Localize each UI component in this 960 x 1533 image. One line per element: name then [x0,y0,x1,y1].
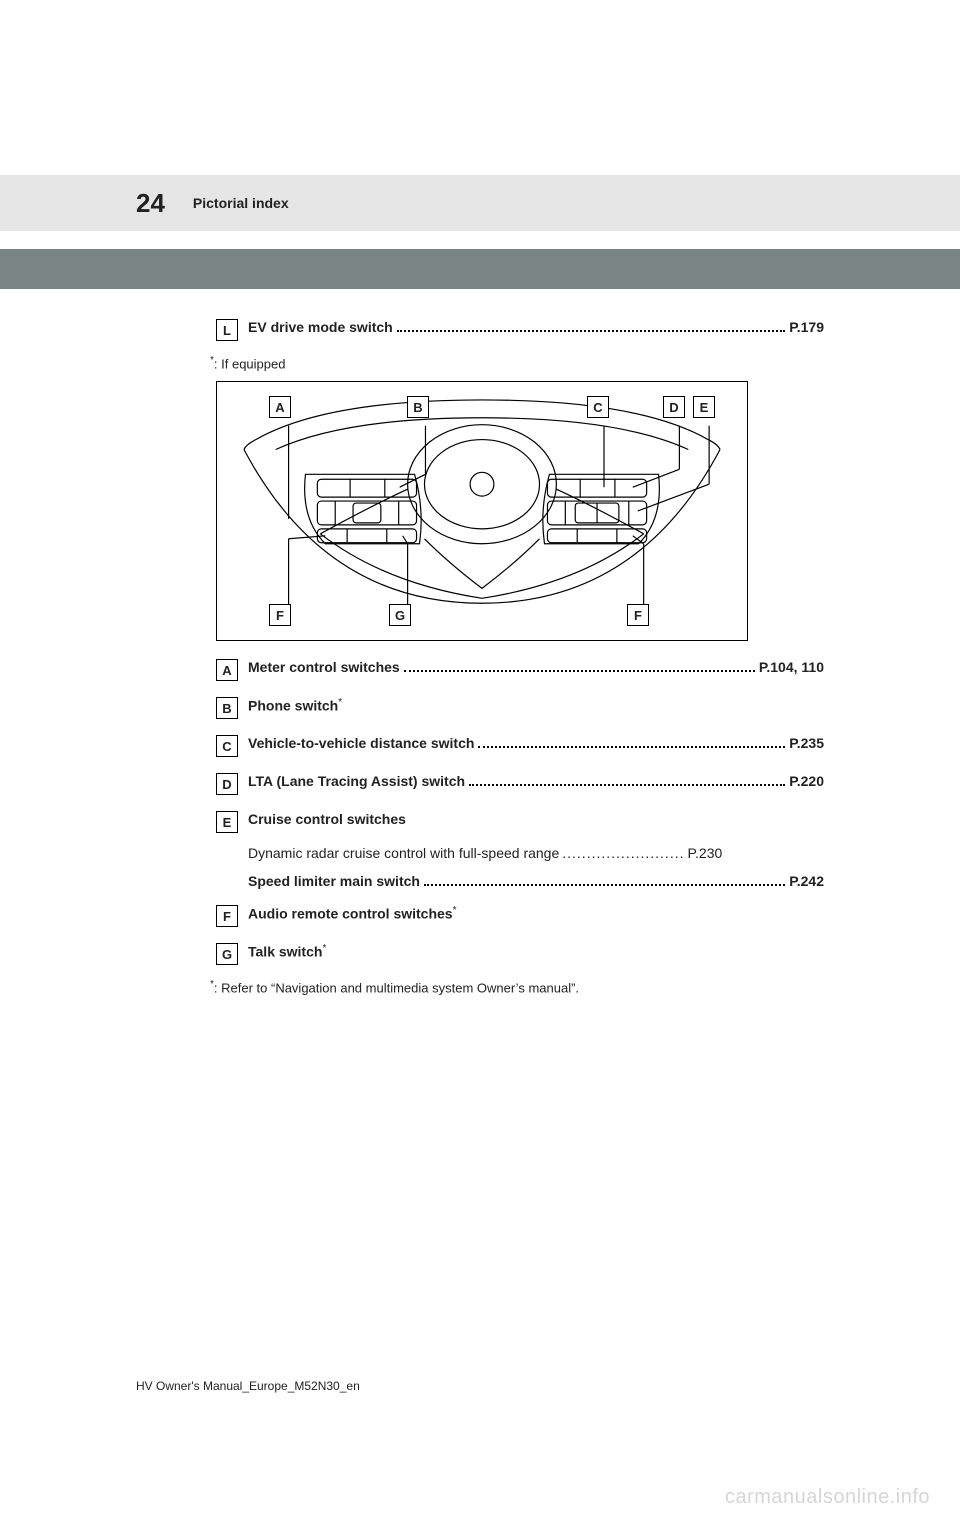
document-footer: HV Owner's Manual_Europe_M52N30_en [136,1379,360,1393]
watermark: carmanualsonline.info [725,1486,930,1509]
leader-dots [478,746,785,748]
callout-letter-F: F [216,905,238,927]
callout-B: B [407,396,429,418]
callout-letter-D: D [216,773,238,795]
leader-dots [404,670,755,672]
callout-E: E [693,396,715,418]
callout-D: D [663,396,685,418]
sub-entry: Dynamic radar cruise control with full-s… [248,845,824,861]
callout-letter-B: B [216,697,238,719]
footnote-nav-manual: *: Refer to “Navigation and multimedia s… [210,979,824,995]
header-band: 24 Pictorial index [0,175,960,231]
callout-letter-G: G [216,943,238,965]
entry-label: Meter control switches [248,659,400,675]
section-title: Pictorial index [193,195,289,211]
callout-A: A [269,396,291,418]
entry-label: Vehicle-to-vehicle distance switch [248,735,474,751]
leader-dots [424,873,785,886]
sub-entry: Speed limiter main switch P.242 [248,873,824,889]
entry-page: P.220 [789,773,824,789]
callout-letter-E: E [216,811,238,833]
leader-dots [397,330,786,332]
entry-page: P.235 [789,735,824,751]
callout-F-right: F [627,604,649,626]
callout-letter-A: A [216,659,238,681]
entry-label: Talk switch* [248,943,326,960]
entry-label: Phone switch* [248,697,342,714]
entry-page: P.179 [789,319,824,335]
leader-dots-short: ......................... [562,845,684,861]
steering-wheel-svg [225,390,739,632]
footnote-if-equipped: *: If equipped [210,355,824,371]
callout-F-left: F [269,604,291,626]
index-entry: L EV drive mode switch P.179 [216,319,824,341]
entry-label: Cruise control switches [248,811,406,827]
callout-C: C [587,396,609,418]
index-entry: B Phone switch* [216,697,824,719]
sub-entry-label: Speed limiter main switch [248,873,420,889]
index-list: A Meter control switches P.104, 110 B Ph… [216,659,824,965]
callout-letter-L: L [216,319,238,341]
index-entry: C Vehicle-to-vehicle distance switch P.2… [216,735,824,757]
index-entry: G Talk switch* [216,943,824,965]
sub-entry-page: P.230 [688,845,723,861]
entry-label: Audio remote control switches* [248,905,457,922]
entry-label: EV drive mode switch [248,319,393,335]
callout-G: G [389,604,411,626]
page-number: 24 [136,188,165,219]
entry-label: LTA (Lane Tracing Assist) switch [248,773,465,789]
sub-entry-label: Dynamic radar cruise control with full-s… [248,845,559,861]
sub-entry-page: P.242 [789,873,824,889]
page-content: L EV drive mode switch P.179 *: If equip… [0,289,960,996]
index-entry: F Audio remote control switches* [216,905,824,927]
index-entry: D LTA (Lane Tracing Assist) switch P.220 [216,773,824,795]
section-divider-band [0,249,960,289]
callout-letter-C: C [216,735,238,757]
entry-page: P.104, 110 [759,659,824,675]
leader-dots [469,784,785,786]
steering-wheel-diagram: A B C D E F G F [216,381,748,641]
index-entry: A Meter control switches P.104, 110 [216,659,824,681]
index-entry: E Cruise control switches [216,811,824,833]
